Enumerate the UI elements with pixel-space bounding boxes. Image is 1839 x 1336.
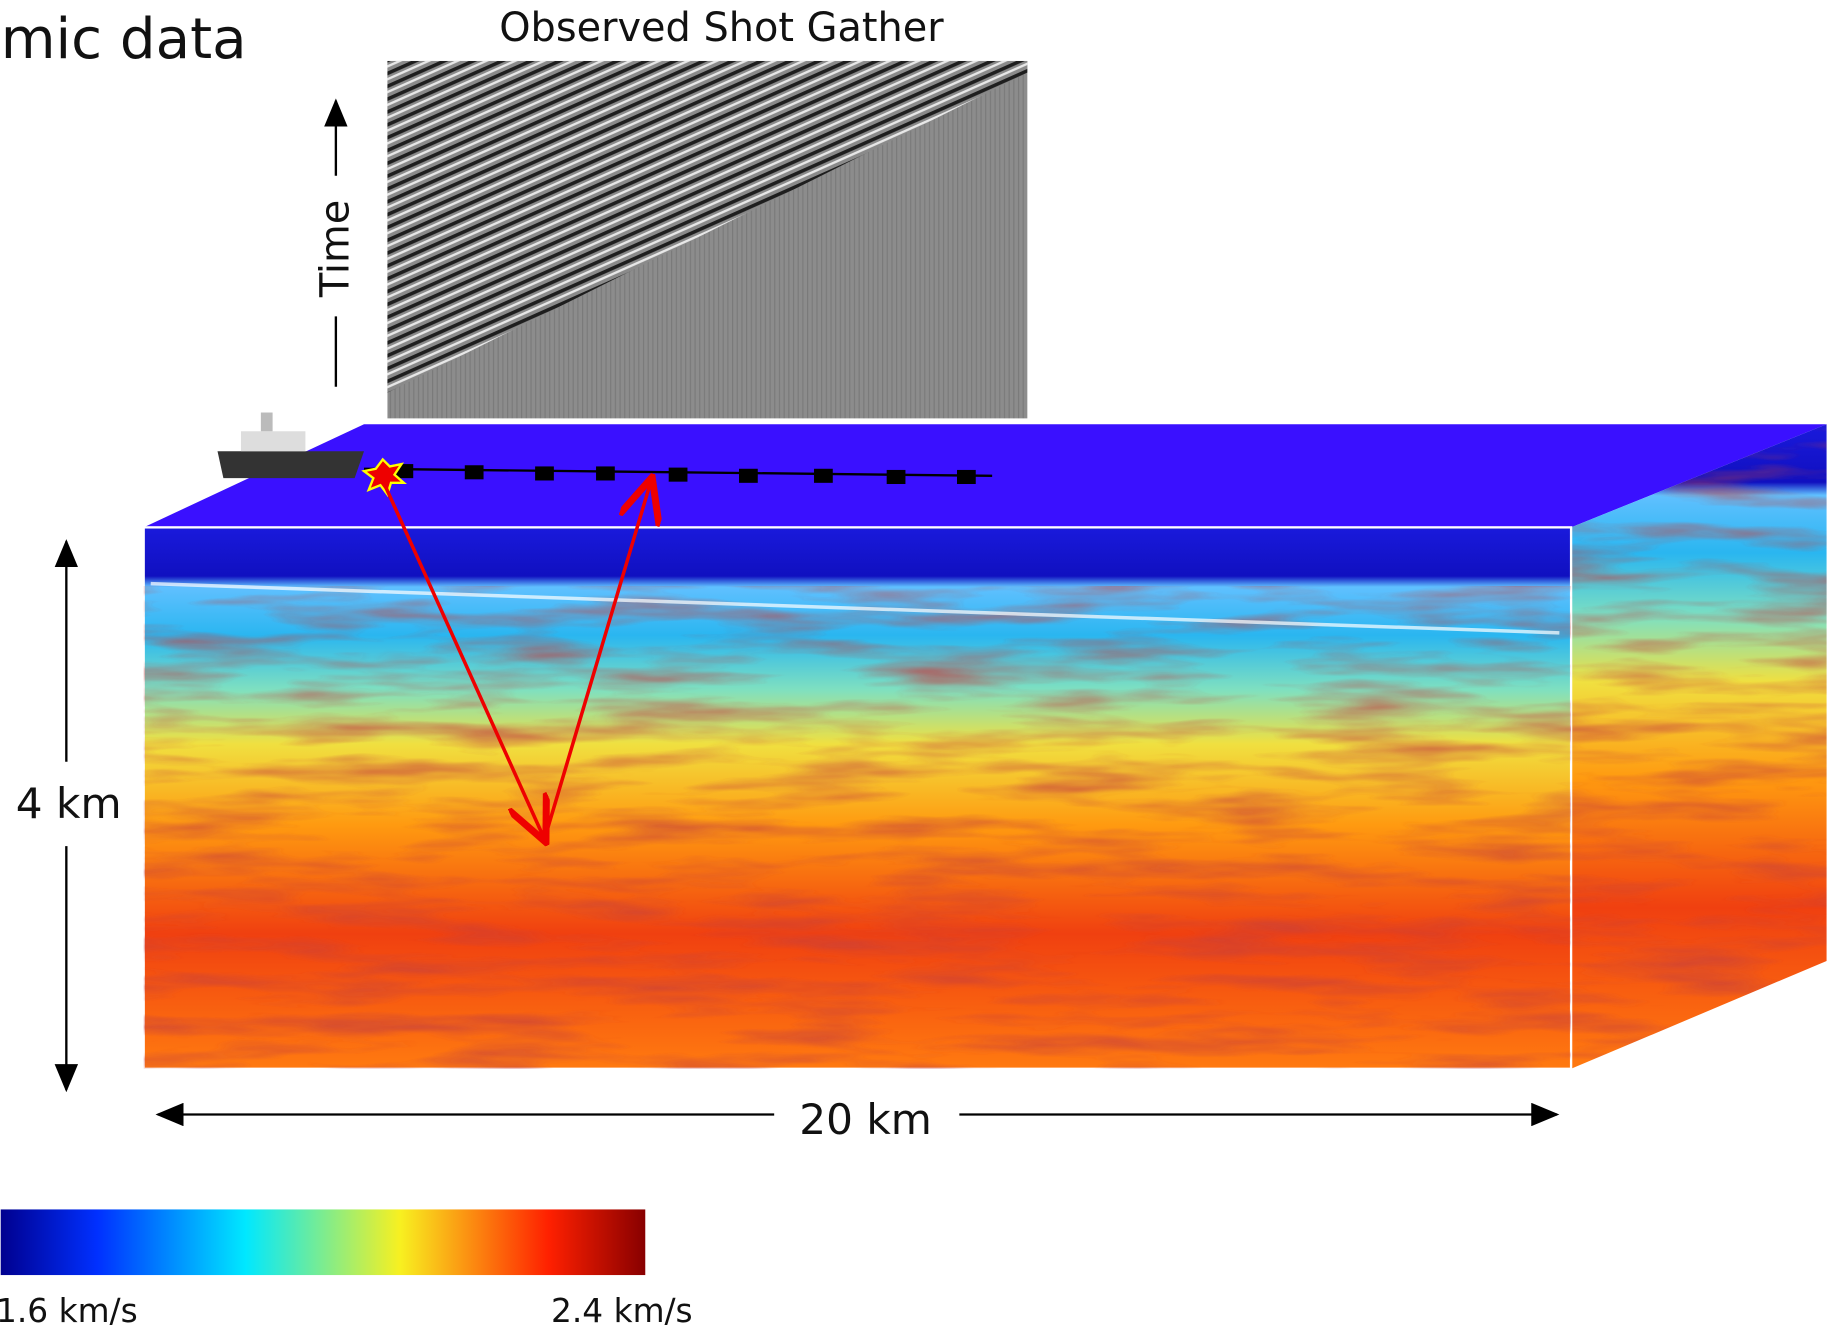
colorbar bbox=[0, 1209, 646, 1276]
ship-hull bbox=[217, 451, 365, 479]
time-label: Time bbox=[313, 200, 359, 298]
gather-events bbox=[387, 60, 1028, 393]
ship-deck bbox=[240, 431, 306, 452]
side-texture bbox=[1571, 424, 1827, 1069]
ray-up bbox=[542, 480, 651, 840]
front-texture bbox=[143, 585, 1572, 1069]
title: mic data bbox=[1, 7, 247, 72]
depth-label: 4 km bbox=[16, 779, 122, 828]
colorbar-min: 1.6 km/s bbox=[0, 1292, 138, 1330]
ray-down bbox=[381, 479, 545, 839]
gather-title: Observed Shot Gather bbox=[499, 5, 944, 51]
width-label: 20 km bbox=[799, 1095, 932, 1144]
colorbar-max: 2.4 km/s bbox=[551, 1292, 693, 1330]
seabed bbox=[150, 581, 1560, 635]
ship-mast bbox=[260, 412, 273, 432]
